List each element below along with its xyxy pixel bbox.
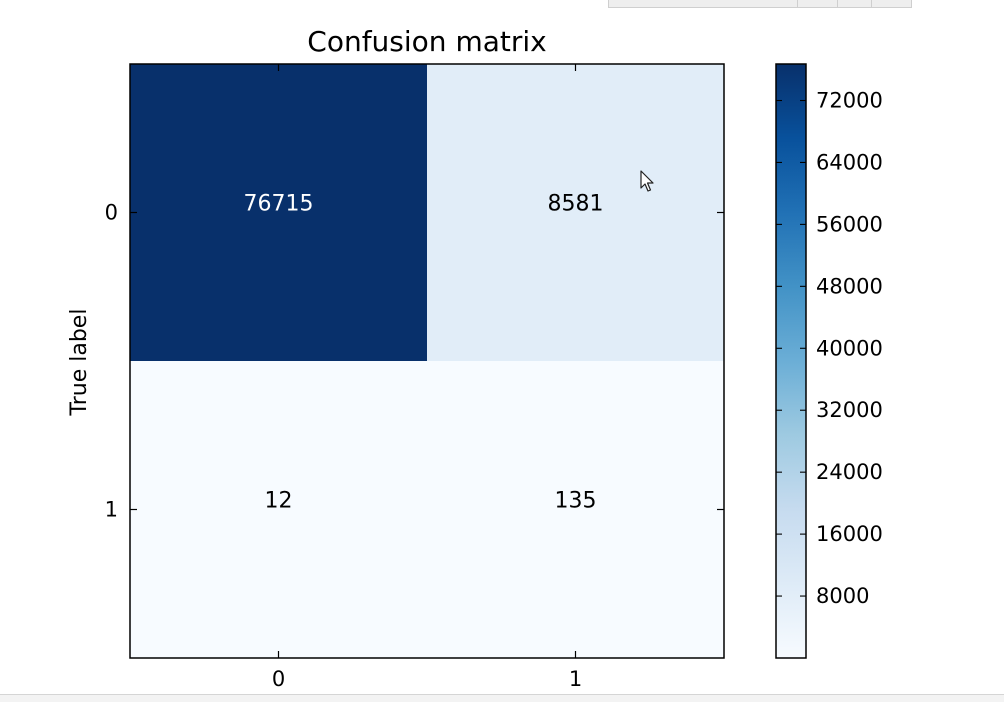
- colorbar-tick-label: 8000: [816, 584, 869, 608]
- colorbar-tick-label: 48000: [816, 274, 883, 298]
- bottom-scroll-strip: [0, 694, 1004, 702]
- mouse-pointer-icon: [640, 170, 654, 192]
- matrix-axes: 0 1 0 1: [105, 63, 725, 691]
- matrix-cell-r1-c1: [427, 361, 724, 658]
- colorbar-tick-label: 16000: [816, 522, 883, 546]
- matrix-cell-r1-c0: [130, 361, 427, 658]
- colorbar-tick-label: 72000: [816, 89, 883, 113]
- colorbar-tick-label: 32000: [816, 398, 883, 422]
- y-tick-label: 1: [105, 498, 118, 522]
- plot-frame: [129, 63, 725, 659]
- x-tick-label: 1: [569, 667, 582, 691]
- cell-value-label: 8581: [548, 192, 604, 217]
- top-toolbar-strip: [608, 0, 912, 8]
- matrix-cell-r0-c0: [130, 64, 427, 361]
- cell-value-label: 76715: [244, 192, 314, 217]
- matrix-cells: [130, 64, 724, 658]
- x-tick-label: 0: [272, 667, 285, 691]
- y-axis-label: True label: [67, 309, 92, 417]
- colorbar: 8000 16000 24000 32000 40000 48000 56000 64000 7…: [775, 63, 883, 659]
- colorbar-tick-label: 40000: [816, 336, 883, 360]
- chart-title: Confusion matrix: [307, 25, 546, 58]
- colorbar-tick-label: 56000: [816, 212, 883, 236]
- cell-value-label: 135: [555, 489, 597, 514]
- colorbar-tick-label: 64000: [816, 150, 883, 174]
- matrix-cell-r0-c1: [427, 64, 724, 361]
- colorbar-gradient: [775, 63, 807, 659]
- cell-value-label: 12: [265, 489, 293, 514]
- matrix-cell-labels: 76715 8581 12 135: [244, 192, 604, 514]
- y-tick-label: 0: [105, 201, 118, 225]
- colorbar-tick-label: 24000: [816, 460, 883, 484]
